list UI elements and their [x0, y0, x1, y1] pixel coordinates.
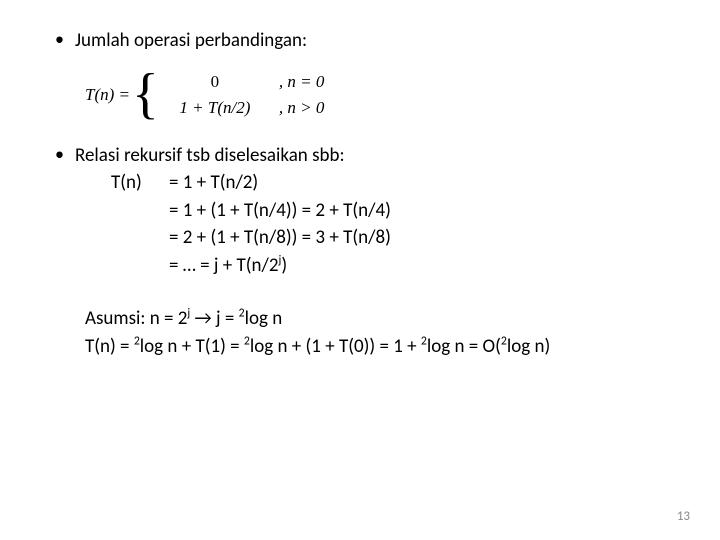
deriv-l4: = … = j + T(n/2j) [169, 252, 287, 280]
eq-lhs: T(n) = [85, 85, 130, 105]
deriv-l1-right: = 1 + T(n/2) [169, 169, 258, 197]
assumption-block: Asumsi: n = 2j → j = 2log n T(n) = 2log … [85, 305, 675, 360]
case2-value: 1 + T(n/2) [165, 98, 265, 118]
deriv-l2: = 1 + (1 + T(n/4)) = 2 + T(n/4) [169, 197, 391, 225]
bullet1-text: Jumlah operasi perbandingan: [75, 28, 675, 55]
left-brace-icon: { [132, 69, 159, 119]
bullet2-text: Relasi rekursif tsb diselesaikan sbb: [75, 143, 675, 170]
case1-cond: , n = 0 [279, 72, 324, 92]
case2-cond: , n > 0 [279, 98, 324, 118]
bullet-comparison: Jumlah operasi perbandingan: T(n) = { 0 … [75, 28, 675, 121]
deriv-l3: = 2 + (1 + T(n/8)) = 3 + T(n/8) [169, 224, 391, 252]
asumsi-line1: Asumsi: n = 2j → j = 2log n [85, 305, 675, 333]
page-number: 13 [677, 509, 690, 524]
asumsi-line2: T(n) = 2log n + T(1) = 2log n + (1 + T(0… [85, 333, 675, 361]
bullet-solve: Relasi rekursif tsb diselesaikan sbb: T(… [75, 143, 675, 361]
deriv-l1-left: T(n) [111, 169, 169, 197]
derivation: T(n) = 1 + T(n/2) = 1 + (1 + T(n/4)) = 2… [111, 169, 675, 279]
recurrence-equation: T(n) = { 0 , n = 0 1 + T(n/2) , n > 0 [85, 69, 675, 121]
case1-value: 0 [165, 72, 265, 92]
